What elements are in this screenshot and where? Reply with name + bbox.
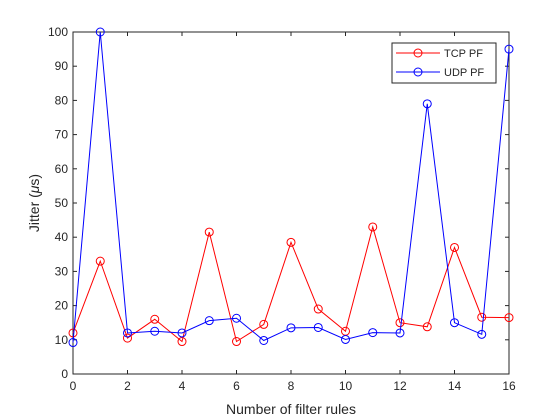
y-axis-label-mu: μ (26, 185, 42, 194)
y-tick-label: 10 (55, 333, 69, 347)
y-axis-label-unit: s) (26, 174, 42, 186)
y-tick-label: 30 (55, 264, 69, 278)
data-point-tcp-pf (150, 314, 160, 324)
x-tick-label: 0 (70, 379, 77, 393)
y-tick-label: 50 (55, 196, 69, 210)
data-point-tcp-pf (204, 227, 214, 237)
data-point-udp-pf (341, 334, 350, 344)
data-point-udp-pf (395, 328, 405, 338)
x-tick-label: 14 (448, 379, 462, 393)
data-point-udp-pf (232, 313, 241, 323)
data-point-tcp-pf (395, 318, 405, 328)
y-axis-label-text: Jitter ( (26, 193, 42, 232)
legend-label-tcp-pf: TCP PF (444, 48, 483, 60)
legend-box (391, 42, 497, 84)
data-point-tcp-pf (504, 313, 514, 323)
series-line-udp-pf (72, 31, 510, 343)
x-tick-label: 8 (288, 379, 295, 393)
data-point-udp-pf (422, 99, 432, 109)
data-point-udp-pf (286, 323, 296, 333)
legend: TCP PF UDP PF (391, 42, 497, 84)
data-point-udp-pf (477, 329, 487, 339)
data-point-tcp-pf (259, 319, 269, 329)
data-point-tcp-pf (450, 242, 459, 252)
y-tick-label: 40 (55, 230, 69, 244)
x-axis: 0 2 4 6 8 10 12 14 16 (70, 32, 516, 393)
y-tick-label: 0 (61, 367, 68, 381)
data-point-tcp-pf (95, 256, 105, 266)
x-tick-label: 6 (233, 379, 240, 393)
y-tick-label: 60 (55, 162, 69, 176)
y-tick-label: 70 (55, 128, 69, 142)
data-point-tcp-pf (177, 337, 187, 347)
data-point-udp-pf (177, 328, 187, 338)
y-tick-label: 100 (48, 25, 68, 39)
data-point-udp-pf (68, 338, 78, 348)
x-tick-label: 4 (179, 379, 186, 393)
y-tick-label: 20 (55, 299, 69, 313)
data-point-udp-pf (504, 44, 514, 54)
y-tick-label: 90 (55, 59, 69, 73)
x-axis-label: Number of filter rules (226, 401, 356, 417)
data-point-tcp-pf (422, 322, 432, 332)
x-tick-label: 2 (124, 379, 131, 393)
data-point-tcp-pf (123, 333, 132, 343)
y-tick-label: 80 (55, 93, 69, 107)
x-tick-label: 16 (502, 379, 516, 393)
data-point-udp-pf (450, 318, 459, 328)
data-point-tcp-pf (368, 222, 378, 232)
series-line-tcp-pf (72, 225, 510, 343)
data-point-tcp-pf (286, 237, 296, 247)
series-layer (68, 27, 514, 348)
legend-marker-udp-pf (413, 67, 423, 77)
data-point-udp-pf (123, 328, 132, 338)
plot-area (72, 31, 510, 375)
y-axis-label: Jitter (μs) (26, 174, 42, 232)
data-point-udp-pf (368, 328, 378, 338)
x-tick-label: 12 (393, 379, 407, 393)
data-point-udp-pf (204, 316, 214, 326)
data-point-udp-pf (259, 335, 269, 345)
legend-marker-tcp-pf (413, 48, 423, 58)
data-point-tcp-pf (477, 312, 487, 322)
data-point-tcp-pf (313, 304, 323, 314)
data-point-udp-pf (150, 326, 160, 336)
data-point-udp-pf (95, 27, 105, 37)
x-tick-label: 10 (339, 379, 353, 393)
data-point-udp-pf (313, 322, 323, 332)
data-point-tcp-pf (232, 337, 241, 347)
y-axis: 0 10 20 30 40 50 60 70 80 90 100 (48, 25, 509, 381)
legend-label-udp-pf: UDP PF (444, 67, 484, 79)
